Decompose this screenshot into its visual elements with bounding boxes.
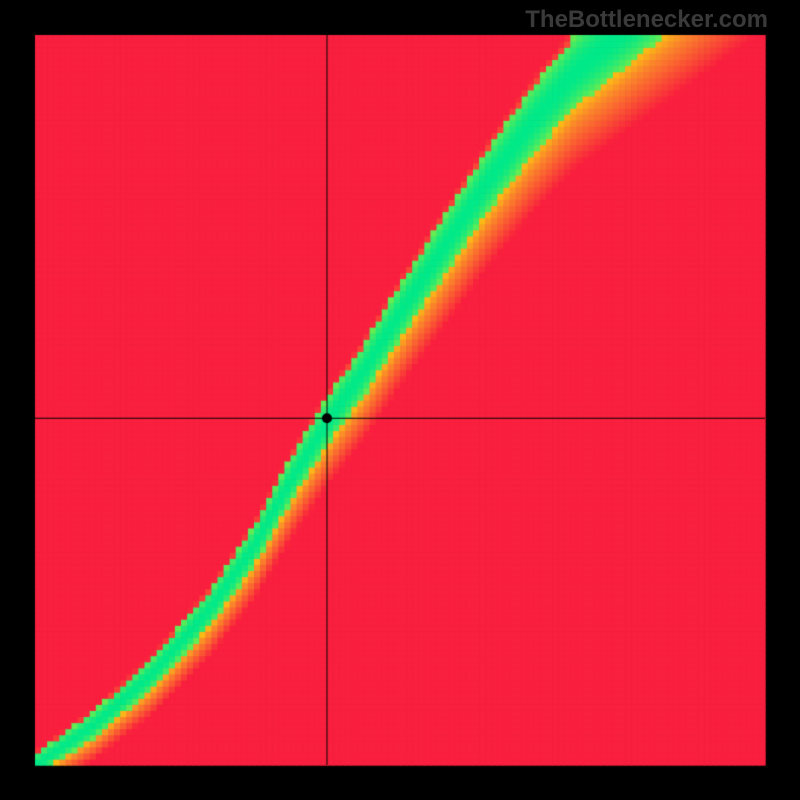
watermark-text: TheBottlenecker.com — [525, 6, 768, 34]
chart-container: TheBottlenecker.com — [0, 0, 800, 800]
bottleneck-heatmap — [0, 0, 800, 800]
